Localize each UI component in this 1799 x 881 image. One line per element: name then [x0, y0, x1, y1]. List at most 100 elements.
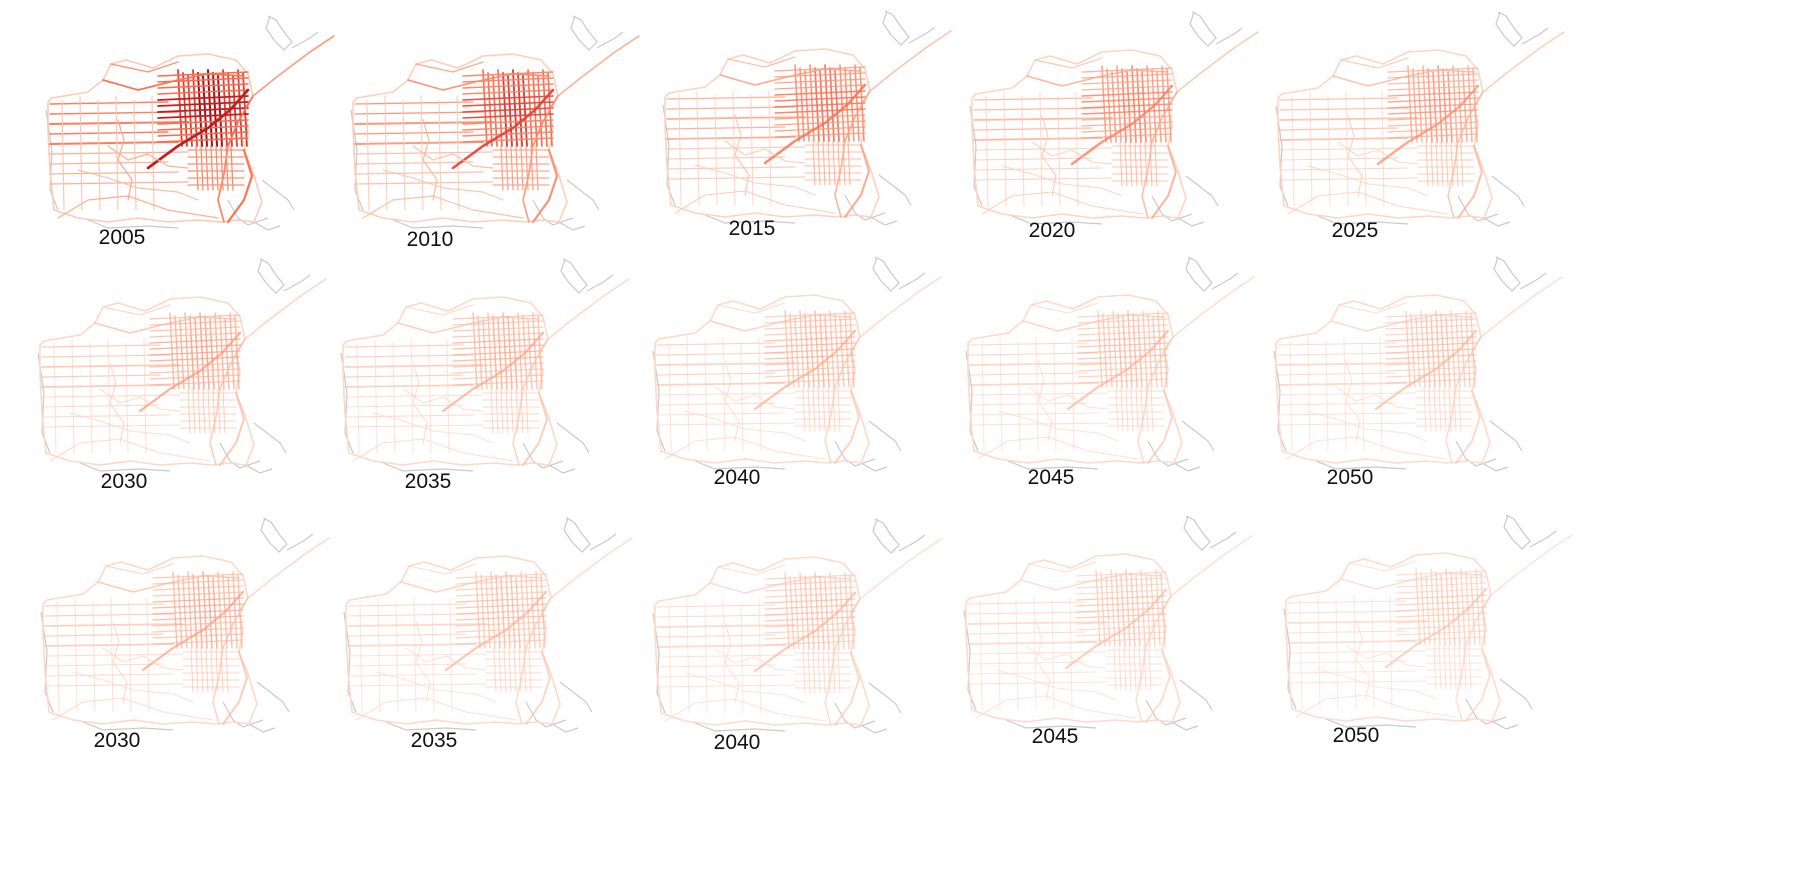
road-segment: [1279, 157, 1399, 161]
road-segment: [1145, 595, 1172, 647]
road-segment: [802, 386, 806, 432]
road-segment: [53, 342, 57, 454]
road-segment: [1077, 348, 1169, 354]
road-segment: [967, 631, 1087, 635]
road-segment: [344, 384, 474, 388]
road-segment: [1430, 568, 1436, 646]
road-segment: [215, 145, 219, 191]
road-segment: [1405, 310, 1411, 388]
road-segment: [505, 571, 511, 649]
road-segment: [1279, 137, 1409, 141]
road-segment: [656, 382, 786, 386]
road-segment: [1277, 382, 1407, 386]
road-segment: [750, 94, 754, 206]
road-segment: [1139, 141, 1143, 187]
road-segment: [973, 97, 1093, 101]
road-segment: [722, 336, 726, 452]
road-segment: [157, 95, 249, 101]
map-panel: 2010: [343, 10, 673, 270]
road-segment: [1077, 336, 1169, 342]
road-network-map: [350, 15, 640, 231]
road-segment: [764, 640, 856, 646]
road-segment: [764, 586, 856, 592]
map-panel: 2015: [655, 5, 985, 265]
road-segment: [807, 386, 811, 432]
road-segment: [41, 344, 161, 348]
road-segment: [531, 148, 559, 224]
minor-road-segment: [1189, 11, 1217, 47]
road-segment: [1116, 65, 1122, 143]
road-segment: [1335, 386, 1417, 410]
road-segment: [169, 312, 175, 390]
road-segment: [1075, 601, 1167, 607]
road-segment: [149, 368, 241, 374]
road-segment: [472, 312, 478, 390]
road-segment: [102, 73, 245, 91]
road-segment: [656, 654, 796, 658]
road-segment: [967, 681, 1107, 685]
road-segment: [462, 89, 554, 95]
road-segment: [1345, 360, 1361, 442]
road-segment: [207, 69, 213, 147]
road-segment: [764, 354, 856, 360]
road-segment: [1057, 95, 1061, 207]
road-segment: [1017, 340, 1021, 452]
road-segment: [462, 71, 554, 77]
road-segment: [1066, 329, 1170, 411]
road-segment: [462, 113, 554, 119]
minor-road-segment: [560, 258, 588, 294]
road-segment: [812, 648, 816, 694]
road-segment: [527, 69, 533, 147]
road-segment: [222, 651, 248, 725]
road-segment: [1460, 141, 1464, 187]
road-segment: [1277, 342, 1397, 346]
road-segment: [656, 644, 786, 648]
road-segment: [133, 99, 137, 211]
road-segment: [41, 414, 171, 418]
road-segment: [824, 316, 830, 388]
road-segment: [686, 336, 690, 452]
road-segment: [125, 342, 129, 454]
road-segment: [1156, 71, 1162, 143]
road-segment: [354, 141, 484, 145]
road-segment: [1142, 310, 1148, 388]
road-segment: [1075, 637, 1167, 643]
road-segment: [532, 95, 559, 147]
road-segment: [1037, 360, 1053, 442]
road-segment: [997, 595, 1001, 711]
road-segment: [969, 422, 1109, 426]
minor-road-segment: [1493, 256, 1521, 292]
road-segment: [824, 578, 830, 650]
road-segment: [1445, 386, 1457, 464]
road-segment: [41, 394, 181, 398]
map-panel: 2050: [1276, 509, 1606, 769]
road-segment: [92, 601, 96, 713]
road-segment: [1077, 312, 1169, 318]
road-segment: [684, 672, 806, 704]
map-panel: 2030: [30, 253, 360, 513]
road-segment: [969, 372, 1089, 376]
road-segment: [217, 145, 229, 223]
road-segment: [839, 578, 845, 650]
road-segment: [57, 195, 219, 219]
road-segment: [979, 599, 983, 711]
road-segment: [1385, 348, 1477, 354]
minor-road-segment: [1317, 215, 1409, 225]
road-segment: [407, 73, 550, 91]
road-segment: [110, 61, 179, 73]
road-segment: [686, 598, 690, 714]
road-segment: [812, 140, 816, 186]
road-segment: [666, 176, 806, 180]
road-segment: [412, 362, 428, 444]
road-segment: [1077, 354, 1169, 360]
road-segment: [764, 610, 856, 616]
minor-road-segment: [694, 460, 786, 470]
road-segment: [149, 332, 241, 338]
road-segment: [1460, 316, 1466, 388]
road-segment: [1395, 600, 1487, 606]
road-segment: [1490, 534, 1573, 596]
road-segment: [152, 603, 244, 609]
minor-road-segment: [596, 31, 624, 49]
road-segment: [1315, 668, 1437, 700]
road-segment: [1279, 107, 1409, 111]
